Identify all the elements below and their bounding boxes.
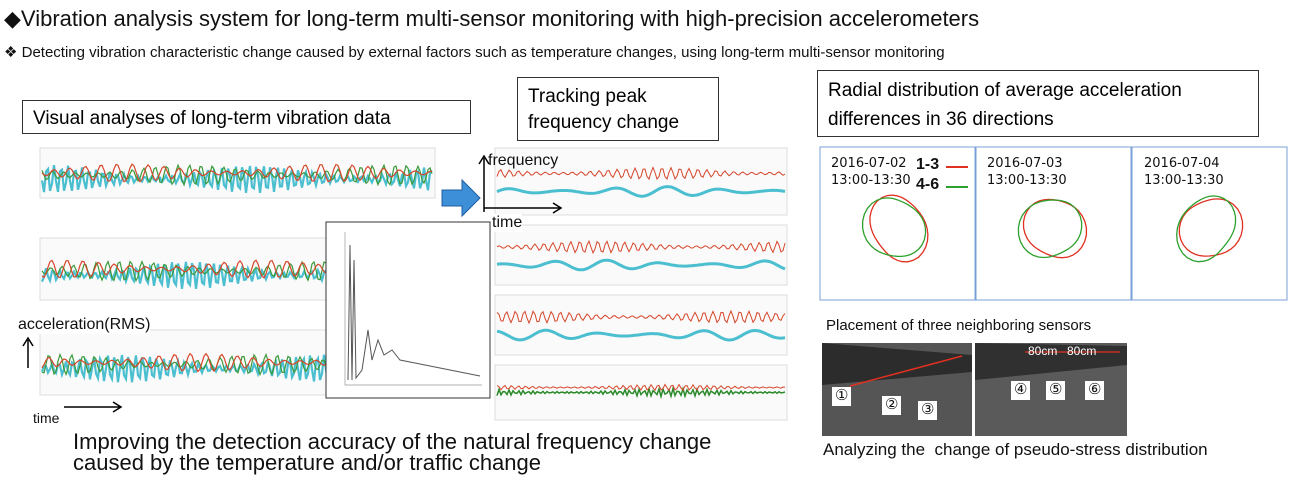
chart-frame [495,295,787,355]
legend-label: 1-3 [916,156,939,174]
plot-date: 2016-07-02 [831,157,907,171]
sensor-label: ③ [918,401,937,420]
footer-text: Improving the detection accuracy of the … [73,432,773,474]
subtitle: ❖ Detecting vibration characteristic cha… [4,45,1294,62]
plot-time: 13:00-13:30 [987,174,1067,188]
right-label: Radial distribution of average accelerat… [817,70,1259,137]
sensor-label: ① [832,387,851,406]
plot-time: 13:00-13:30 [1144,174,1224,188]
x-axis-label: time [492,214,522,232]
plot-date: 2016-07-04 [1144,157,1220,171]
placement-caption: Placement of three neighboring sensors [826,318,1091,335]
slide: ◆Vibration analysis system for long-term… [0,0,1300,479]
subtitle-text: ❖ Detecting vibration characteristic cha… [4,45,1294,62]
plot-time: 13:00-13:30 [831,174,911,188]
x-axis-label: time [33,411,59,426]
title: ◆Vibration analysis system for long-term… [4,7,979,31]
middle-label: Tracking peak frequency change [517,77,719,141]
spacing-label: 80cm [1067,345,1096,358]
y-axis-label: acceleration(RMS) [18,316,150,334]
legend-label: 4-6 [916,176,939,194]
sensor-label: ⑤ [1046,381,1065,400]
sensor-label: ② [882,396,901,415]
spacing-label: 80cm [1028,345,1057,358]
arrow [442,180,480,216]
sensor-label: ⑥ [1085,381,1104,400]
plot-date: 2016-07-03 [987,157,1063,171]
chart-frame [495,225,787,285]
sensor-label: ④ [1011,381,1030,400]
analysis-caption: Analyzing the change of pseudo-stress di… [823,442,1293,458]
y-axis-label: frequency [488,152,558,170]
left-label: Visual analyses of long-term vibration d… [22,100,471,134]
